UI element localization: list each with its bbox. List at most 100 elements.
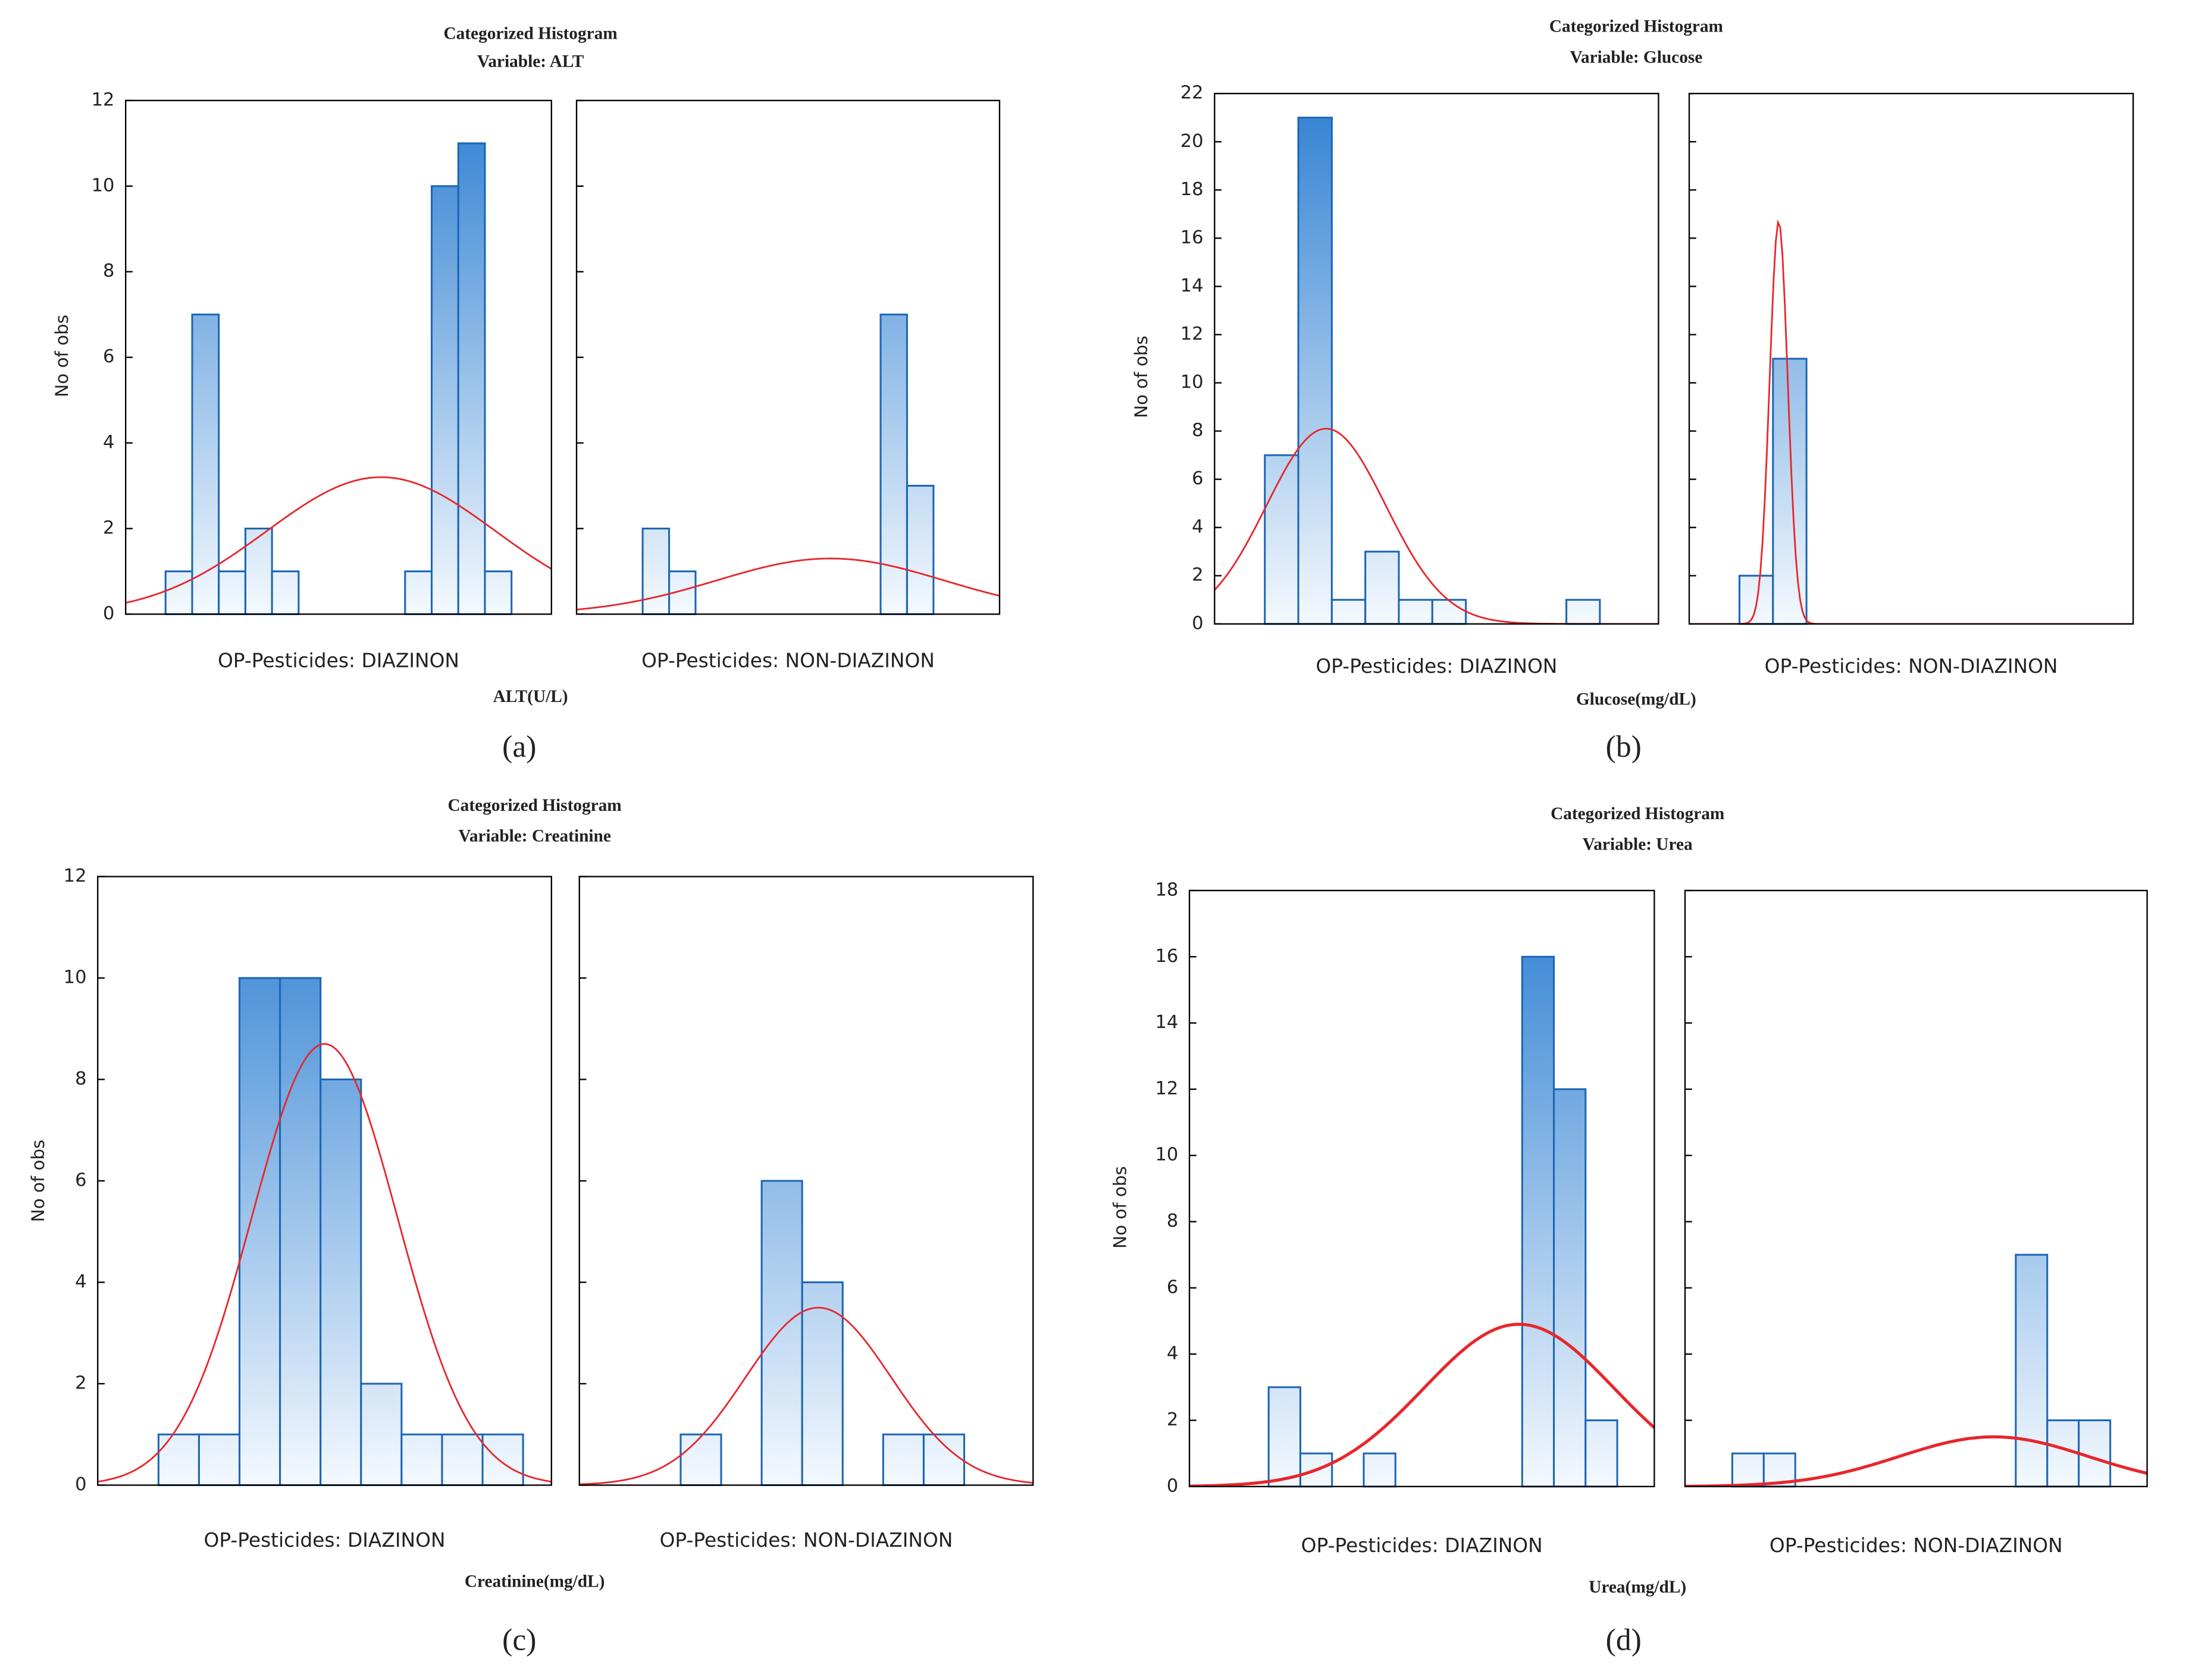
y-tick-label: 0 [1192,613,1203,634]
bar [1553,1088,1587,1488]
chart-title: Categorized Histogram [1551,804,1724,823]
y-axis-label: No of obs [52,315,72,397]
y-tick-label: 0 [103,603,114,624]
chart-title: Categorized Histogram [443,24,617,43]
bar [1398,598,1433,625]
chart-subtitle: Variable: Creatinine [458,827,610,846]
y-tick-label: 6 [1167,1277,1178,1297]
x-axis-label: Creatinine(mg/dL) [465,1572,605,1591]
bar [279,977,322,1486]
panel-label: OP-Pesticides: NON-DIAZINON [1770,1534,2063,1557]
bar [441,1433,484,1486]
fit-curve [98,1043,552,1482]
y-tick-label: 16 [1180,227,1204,248]
bar [1364,550,1400,625]
y-tick-label: 14 [1180,275,1204,296]
y-tick-label: 8 [75,1068,86,1089]
bar [2015,1253,2049,1488]
bar [801,1281,844,1486]
y-tick-label: 4 [75,1271,86,1292]
bar [1363,1452,1396,1488]
bar [760,1180,803,1486]
y-tick-label: 2 [75,1372,86,1393]
y-axis-label: No of obs [28,1140,48,1223]
x-axis-label: Glucose(mg/dL) [1576,690,1696,709]
y-tick-label: 2 [1167,1409,1178,1430]
y-tick-label: 4 [1192,516,1203,537]
bar [218,570,246,615]
y-tick-label: 10 [92,175,115,196]
panel-frame [575,99,1001,615]
bar [1738,575,1774,625]
y-tick-label: 8 [1192,420,1203,441]
bar [1267,1386,1301,1488]
bar [271,570,300,615]
y-tick-label: 14 [1155,1012,1178,1033]
y-tick-label: 0 [75,1474,86,1495]
bar [198,1433,241,1486]
chart-title: Categorized Histogram [1549,17,1723,36]
y-tick-label: 2 [103,518,114,538]
bar [400,1433,443,1486]
bar [1584,1419,1618,1488]
chart-subtitle: Variable: Urea [1583,835,1693,854]
y-tick-label: 12 [92,89,115,110]
panel-label: OP-Pesticides: DIAZINON [1301,1534,1543,1557]
bar [157,1433,200,1486]
y-tick-label: 6 [75,1170,86,1190]
panel-frame [1688,93,2134,625]
bar [1330,598,1367,625]
bar [360,1383,403,1486]
bar [430,185,459,615]
bar [404,570,433,615]
y-tick-label: 16 [1155,946,1178,967]
bar [191,314,220,615]
y-tick-label: 12 [1180,324,1204,344]
bar [679,1433,722,1486]
fit-curve [1189,1322,1655,1487]
y-tick-label: 4 [1167,1343,1178,1364]
chart-title: Categorized Histogram [448,796,622,815]
bar [922,1433,966,1486]
bar [320,1078,362,1486]
bar [1297,117,1333,625]
caption: (a) [502,730,536,764]
y-tick-label: 10 [64,967,87,988]
fit-curve [1689,219,2134,624]
caption: (d) [1606,1623,1642,1657]
y-tick-label: 10 [1180,372,1204,393]
y-tick-label: 12 [1155,1078,1178,1099]
bar [239,977,281,1486]
bar [1565,598,1601,625]
panel-label: OP-Pesticides: DIAZINON [204,1529,446,1552]
x-axis-label: ALT(U/L) [493,687,568,706]
panel-label: OP-Pesticides: NON-DIAZINON [641,650,935,672]
y-axis-label: No of obs [1110,1166,1130,1249]
y-tick-label: 2 [1192,565,1203,585]
bar [1772,358,1808,625]
bar [1431,598,1467,625]
panel-frame [578,876,1034,1486]
bar [641,527,671,615]
panel-label: OP-Pesticides: DIAZINON [1316,655,1557,678]
panel-frame [97,876,552,1486]
chart-subtitle: Variable: ALT [477,52,584,71]
bar [1521,955,1555,1488]
bar [1731,1452,1765,1488]
y-tick-label: 18 [1155,879,1178,900]
bar [906,484,935,615]
chart-subtitle: Variable: Glucose [1570,48,1702,67]
fit-curve [126,476,552,604]
caption: (c) [502,1623,536,1657]
bar [164,570,193,615]
bar [882,1433,925,1486]
panel-label: OP-Pesticides: NON-DIAZINON [1765,655,2058,678]
bar [457,142,486,615]
panel-frame [1214,93,1659,625]
fit-curve [577,557,1000,611]
y-tick-label: 4 [103,432,114,453]
y-tick-label: 8 [103,261,114,281]
caption: (b) [1606,730,1642,764]
